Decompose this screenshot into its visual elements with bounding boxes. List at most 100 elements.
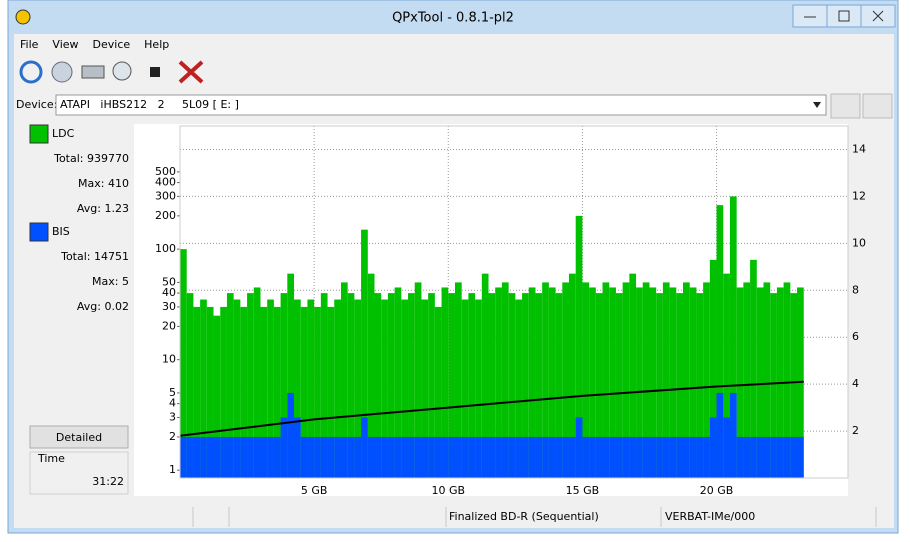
close-icon [872,10,884,22]
bar [307,299,315,478]
bar [595,436,603,478]
bar [756,436,764,478]
bar [689,287,697,478]
bar [629,436,637,478]
bar [656,436,663,478]
drive-tool[interactable] [81,65,105,79]
bar [770,293,777,478]
bar [414,436,422,478]
bar [374,293,382,478]
bar [743,436,751,478]
bar [334,436,341,478]
bar [260,436,268,478]
bar [213,315,221,478]
y2-tick-label: 6 [852,330,859,343]
bar [488,293,496,478]
y2-tick-label: 2 [852,424,859,437]
bar [703,282,710,478]
bar [247,293,254,478]
bar [790,436,798,478]
bar [300,306,308,478]
bar [562,282,569,478]
bar [240,436,248,478]
status-separators [192,507,877,527]
menu-item[interactable]: View [52,38,78,51]
bar [361,417,368,478]
minimize-button[interactable] [792,4,828,28]
bar [401,436,409,478]
bar [736,436,744,478]
bar [582,282,590,478]
stop-tool[interactable] [150,67,160,77]
bar [676,293,684,478]
menu-item[interactable]: Device [93,38,131,51]
summary-label: Max: [92,275,118,288]
refresh-tool[interactable] [19,60,43,84]
bar [568,436,576,478]
bar [716,205,724,478]
bar [381,299,388,478]
bar [233,436,241,478]
device-combo[interactable] [55,94,827,116]
bar [428,436,435,478]
bar [756,287,764,478]
bar [434,436,442,478]
y-tick-label: 30 [162,300,176,313]
y2-tick-label: 10 [852,236,866,249]
bar [723,273,730,478]
legend-label: BIS [52,225,70,238]
bar [770,436,777,478]
bar [240,306,248,478]
scan-tool[interactable] [112,61,132,81]
bar [206,436,214,478]
window-title: QPxTool - 0.8.1-pl2 [392,11,514,26]
bar [709,417,717,478]
bar [200,299,207,478]
y-tick-label: 100 [155,242,176,255]
bar [421,436,429,478]
menu-item[interactable]: File [20,38,39,51]
bar [354,436,362,478]
bar [408,436,415,478]
bar [548,287,556,478]
lock-button[interactable] [862,93,893,119]
bar [723,417,730,478]
disc-tool[interactable] [51,61,73,83]
status-disc: Finalized BD-R (Sequential) [449,510,599,523]
bar [260,306,268,478]
y2-tick-label: 8 [852,283,859,296]
bar [354,299,362,478]
bar [662,436,670,478]
eject-button[interactable] [830,93,861,119]
menu-item[interactable]: Help [144,38,169,51]
bar [656,293,663,478]
detailed-button[interactable] [29,425,129,449]
bar [468,293,476,478]
x-tick-label: 15 GB [566,484,600,497]
bar [629,273,637,478]
bar [649,287,657,478]
bar [327,306,335,478]
bar [314,306,321,478]
bar [783,436,791,478]
bar [589,287,596,478]
bar [475,436,482,478]
bar [676,436,684,478]
window-controls [792,4,896,28]
bar [729,196,737,478]
bar [568,273,576,478]
bar [387,436,395,478]
bar [522,293,529,478]
y-tick-label: 10 [162,353,176,366]
settings-tool[interactable] [178,60,204,84]
y-tick-label: 50 [162,275,176,288]
bar [441,287,449,478]
plot-border [179,125,849,479]
bar [501,436,509,478]
maximize-button[interactable] [826,4,862,28]
bar [461,436,469,478]
bar [206,306,214,478]
bar [508,436,516,478]
x-tick-label: 10 GB [431,484,465,497]
bar [696,293,704,478]
